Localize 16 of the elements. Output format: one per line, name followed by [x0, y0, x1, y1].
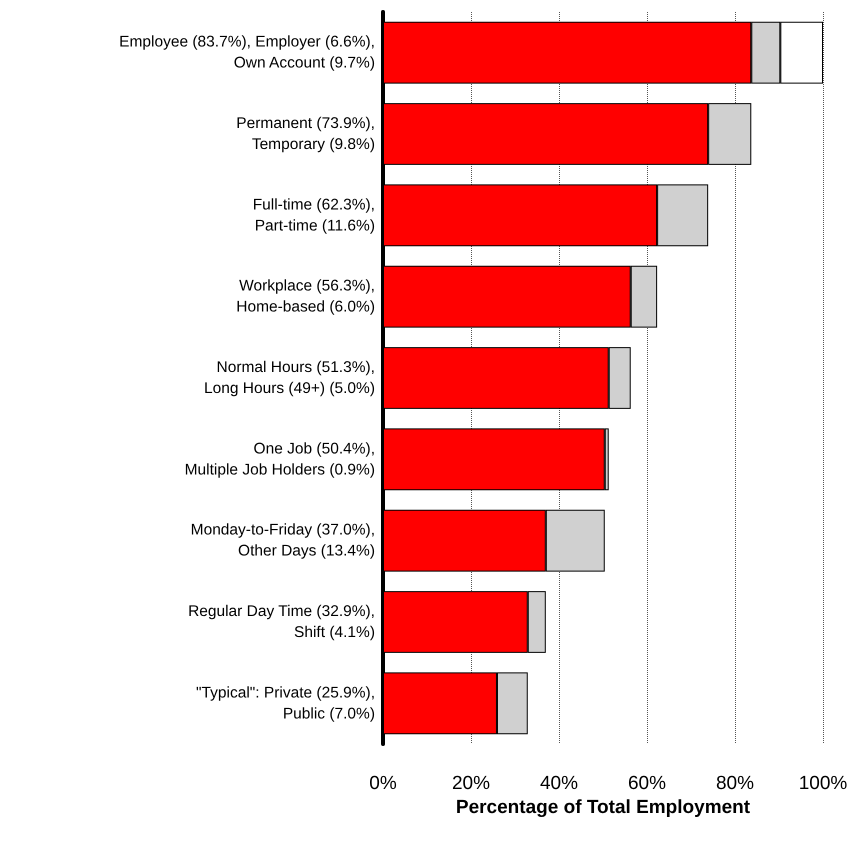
x-axis-title: Percentage of Total Employment [456, 796, 751, 818]
y-tick-label: Workplace (56.3%), Home-based (6.0%) [236, 278, 375, 316]
x-tick-label: 20% [452, 773, 490, 794]
y-tick-label: Regular Day Time (32.9%), Shift (4.1%) [188, 603, 375, 641]
x-tick-label: 40% [540, 773, 578, 794]
y-tick-label: Permanent (73.9%), Temporary (9.8%) [236, 115, 375, 153]
x-tick-label: 60% [628, 773, 666, 794]
y-tick-label: Monday-to-Friday (37.0%), Other Days (13.4%) [190, 522, 375, 560]
y-tick-label: One Job (50.4%), Multiple Job Holders (0.9%) [184, 440, 375, 478]
y-tick-label: Employee (83.7%), Employer (6.6%), Own Account (9.7%) [119, 34, 375, 72]
x-tick-label: 0% [369, 773, 397, 794]
x-tick-label: 100% [798, 773, 848, 794]
x-tick-label: 80% [716, 773, 754, 794]
y-tick-label: "Typical": Private (25.9%), Public (7.0%) [196, 684, 375, 722]
y-tick-label: Normal Hours (51.3%), Long Hours (49+) (5.0%) [204, 359, 375, 397]
y-tick-label: Full-time (62.3%), Part-time (11.6%) [252, 196, 375, 234]
